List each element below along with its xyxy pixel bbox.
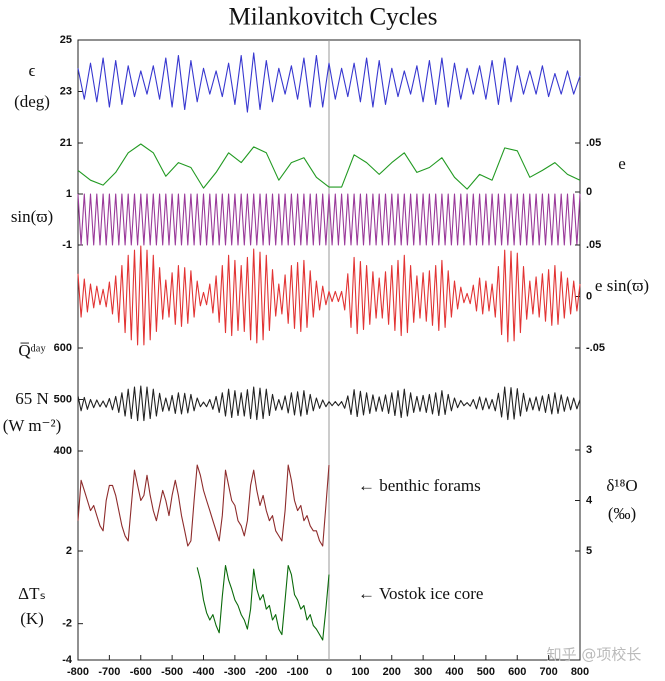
y-axis-label: ΔTₛ xyxy=(18,584,46,603)
x-tick-label: 400 xyxy=(445,666,463,678)
y-tick-label: 0 xyxy=(586,290,592,302)
y-tick-label: 2 xyxy=(66,545,72,557)
x-tick-label: -500 xyxy=(161,666,183,678)
data-line xyxy=(77,385,581,422)
y-axis-label: (K) xyxy=(20,609,44,628)
x-tick-label: 700 xyxy=(539,666,557,678)
annotation: ← benthic forams xyxy=(358,476,481,495)
x-tick-label: -600 xyxy=(130,666,152,678)
y-tick-label: 25 xyxy=(60,34,72,46)
data-line xyxy=(77,193,581,246)
y-tick-label: 600 xyxy=(54,342,72,354)
annotation: ← Vostok ice core xyxy=(358,584,483,603)
y-tick-label: -.05 xyxy=(586,342,605,354)
y-tick-label: 23 xyxy=(60,85,72,97)
y-tick-label: 3 xyxy=(586,444,592,456)
y-tick-label: 0 xyxy=(586,186,592,198)
data-line xyxy=(77,52,581,113)
x-tick-label: 0 xyxy=(326,666,332,678)
x-tick-label: -100 xyxy=(287,666,309,678)
y-axis-label: (W m⁻²) xyxy=(3,416,62,435)
y-axis-label: (‰) xyxy=(608,504,636,523)
y-tick-label: 5 xyxy=(586,545,592,557)
y-tick-label: 21 xyxy=(60,137,72,149)
watermark: 知乎 @项校长 xyxy=(547,646,642,664)
x-tick-label: 300 xyxy=(414,666,432,678)
y-axis-label: sin(ϖ) xyxy=(11,207,53,226)
y-tick-label: -4 xyxy=(62,654,73,666)
x-tick-label: -400 xyxy=(192,666,214,678)
y-axis-label: Q̅ᵈᵃʸ xyxy=(18,341,45,360)
data-line xyxy=(196,564,330,641)
y-tick-label: .05 xyxy=(586,239,601,251)
x-tick-label: -300 xyxy=(224,666,246,678)
x-tick-label: 800 xyxy=(571,666,589,678)
y-tick-label: 4 xyxy=(586,494,593,506)
y-tick-label: 400 xyxy=(54,445,72,457)
y-axis-label: ϵ xyxy=(29,61,36,80)
y-tick-label: .05 xyxy=(586,137,601,149)
y-tick-label: 500 xyxy=(54,393,72,405)
x-tick-label: -200 xyxy=(255,666,277,678)
data-line xyxy=(77,245,581,346)
x-tick-label: 600 xyxy=(508,666,526,678)
x-tick-label: -800 xyxy=(67,666,89,678)
y-axis-label: e sin(ϖ) xyxy=(595,276,649,295)
y-axis-label: (deg) xyxy=(14,92,50,111)
y-axis-label: 65 N xyxy=(15,389,49,408)
x-tick-label: 100 xyxy=(351,666,369,678)
y-tick-label: -2 xyxy=(62,618,72,630)
x-tick-label: 500 xyxy=(477,666,495,678)
x-tick-label: 200 xyxy=(383,666,401,678)
chart-title: Milankovitch Cycles xyxy=(229,4,438,31)
data-line xyxy=(77,464,330,547)
y-axis-label: e xyxy=(618,154,626,173)
y-tick-label: 1 xyxy=(66,188,72,200)
y-tick-label: -1 xyxy=(62,239,72,251)
y-axis-label: δ¹⁸O xyxy=(606,476,637,495)
data-line xyxy=(77,143,581,190)
x-tick-label: -700 xyxy=(98,666,120,678)
